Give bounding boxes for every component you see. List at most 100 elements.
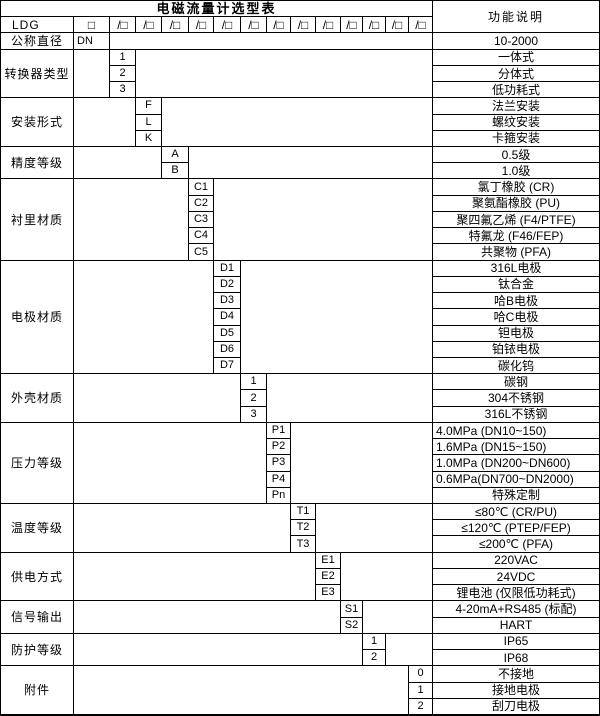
spacer-cell xyxy=(110,33,433,50)
code-cell: P3 xyxy=(267,455,291,472)
code-cell: C4 xyxy=(189,228,214,245)
model-slash-cell: /□ xyxy=(136,17,162,34)
desc-cell: 刮刀电极 xyxy=(433,699,599,715)
desc-cell: 聚氨酯橡胶 (PU) xyxy=(433,196,599,212)
table-title: 电磁流量计选型表 xyxy=(1,1,433,18)
code-cell: 1 xyxy=(110,49,136,66)
model-slash-cell: /□ xyxy=(241,17,267,34)
desc-cell: 1.6MPa (DN15~150) xyxy=(433,439,599,456)
desc-cell: 1.0MPa (DN200~DN600) xyxy=(433,455,599,472)
model-slash-cell: /□ xyxy=(189,17,214,34)
desc-cell: 304不锈钢 xyxy=(433,390,599,407)
desc-cell: 4-20mA+RS485 (标配) xyxy=(433,601,599,618)
code-cell: 1 xyxy=(363,633,386,651)
spacer-cell xyxy=(74,666,409,715)
spacer-cell xyxy=(74,601,341,634)
desc-cell: 一体式 xyxy=(433,50,599,66)
desc-cell: IP68 xyxy=(433,650,599,667)
code-cell: T1 xyxy=(291,504,316,521)
code-cell: D5 xyxy=(214,325,241,342)
desc-cell: 氯丁橡胶 (CR) xyxy=(433,179,599,196)
code-cell: 2 xyxy=(241,390,267,407)
desc-cell: 不接地 xyxy=(433,666,599,683)
code-cell: 3 xyxy=(241,406,267,423)
code-cell: F xyxy=(136,98,162,115)
model-slash-cell: /□ xyxy=(214,17,241,34)
spacer-cell xyxy=(74,147,162,180)
code-cell: D6 xyxy=(214,341,241,358)
spacer-cell xyxy=(74,633,363,667)
code-cell: C3 xyxy=(189,211,214,229)
code-cell: P1 xyxy=(267,422,291,440)
desc-cell: 钽电极 xyxy=(433,326,599,342)
desc-cell: 聚四氟乙烯 (F4/PTFE) xyxy=(433,212,599,229)
model-slash-cell: /□ xyxy=(363,17,386,34)
desc-cell: 特殊定制 xyxy=(433,488,599,505)
model-prefix-cell: LDG xyxy=(1,17,74,34)
model-slash-cell: /□ xyxy=(162,17,189,34)
code-cell: P4 xyxy=(267,471,291,488)
desc-cell: 共聚物 (PFA) xyxy=(433,244,599,261)
desc-cell: 24VDC xyxy=(433,569,599,586)
spacer-cell xyxy=(267,374,433,423)
code-cell: 2 xyxy=(110,65,136,83)
desc-cell: 316L不锈钢 xyxy=(433,407,599,423)
desc-cell: HART xyxy=(433,618,599,634)
section-label-lining-material: 衬里材质 xyxy=(1,179,74,261)
model-slash-cell: /□ xyxy=(291,17,316,34)
spacer-cell xyxy=(162,98,433,148)
model-slash-cell: /□ xyxy=(267,17,291,34)
desc-cell: ≤200℃ (PFA) xyxy=(433,536,599,553)
section-label-temperature-class: 温度等级 xyxy=(1,504,74,553)
code-cell: 1 xyxy=(241,374,267,391)
code-cell: C5 xyxy=(189,244,214,261)
spacer-cell xyxy=(316,504,433,553)
code-cell: B xyxy=(162,163,189,180)
code-cell: 2 xyxy=(409,698,433,715)
desc-cell: 哈C电极 xyxy=(433,309,599,326)
spacer-cell xyxy=(74,552,316,602)
desc-cell: 4.0MPa (DN10~150) xyxy=(433,423,599,440)
spacer-cell xyxy=(214,179,433,261)
desc-cell: 碳化钨 xyxy=(433,358,599,375)
desc-cell: 卡箍安装 xyxy=(433,131,599,148)
code-cell: T2 xyxy=(291,520,316,537)
section-label-accessories: 附件 xyxy=(1,666,74,715)
desc-cell: 316L电极 xyxy=(433,261,599,277)
spacer-cell xyxy=(241,260,433,375)
spacer-cell xyxy=(291,422,433,505)
spacer-cell xyxy=(341,552,433,602)
code-cell: S1 xyxy=(341,601,363,618)
code-cell: 0 xyxy=(409,666,433,683)
section-label-nominal-diameter: 公称直径 xyxy=(1,33,74,50)
code-cell: S2 xyxy=(341,617,363,634)
model-slash-cell: /□ xyxy=(386,17,409,34)
function-description-header: 功能说明 xyxy=(433,1,599,34)
code-cell: D3 xyxy=(214,293,241,310)
desc-cell: 0.6MPa(DN700~DN2000) xyxy=(433,472,599,488)
section-label-protection-class: 防护等级 xyxy=(1,633,74,667)
desc-cell: ≤80℃ (CR/PU) xyxy=(433,504,599,521)
spacer-cell xyxy=(136,49,433,99)
desc-cell: 特氟龙 (F46/FEP) xyxy=(433,228,599,245)
desc-cell: 法兰安装 xyxy=(433,98,599,115)
desc-cell: 钛合金 xyxy=(433,277,599,294)
spacer-cell xyxy=(363,601,433,634)
code-cell: Pn xyxy=(267,487,291,505)
code-cell: 2 xyxy=(363,650,386,667)
code-cell: T3 xyxy=(291,536,316,553)
desc-cell: 分体式 xyxy=(433,66,599,83)
spacer-cell xyxy=(74,374,241,423)
desc-cell: 接地电极 xyxy=(433,683,599,699)
desc-cell: ≤120℃ (PTEP/FEP) xyxy=(433,520,599,537)
spacer-cell xyxy=(74,98,136,148)
model-slash-cell: /□ xyxy=(409,17,433,34)
desc-cell: 0.5级 xyxy=(433,147,599,164)
code-cell: DN xyxy=(74,33,110,50)
model-slash-cell: /□ xyxy=(110,17,136,34)
section-label-housing-material: 外壳材质 xyxy=(1,374,74,423)
desc-cell: 哈B电极 xyxy=(433,293,599,310)
code-cell: D2 xyxy=(214,276,241,294)
section-label-converter-type: 转换器类型 xyxy=(1,49,74,99)
code-cell: E3 xyxy=(316,585,341,602)
